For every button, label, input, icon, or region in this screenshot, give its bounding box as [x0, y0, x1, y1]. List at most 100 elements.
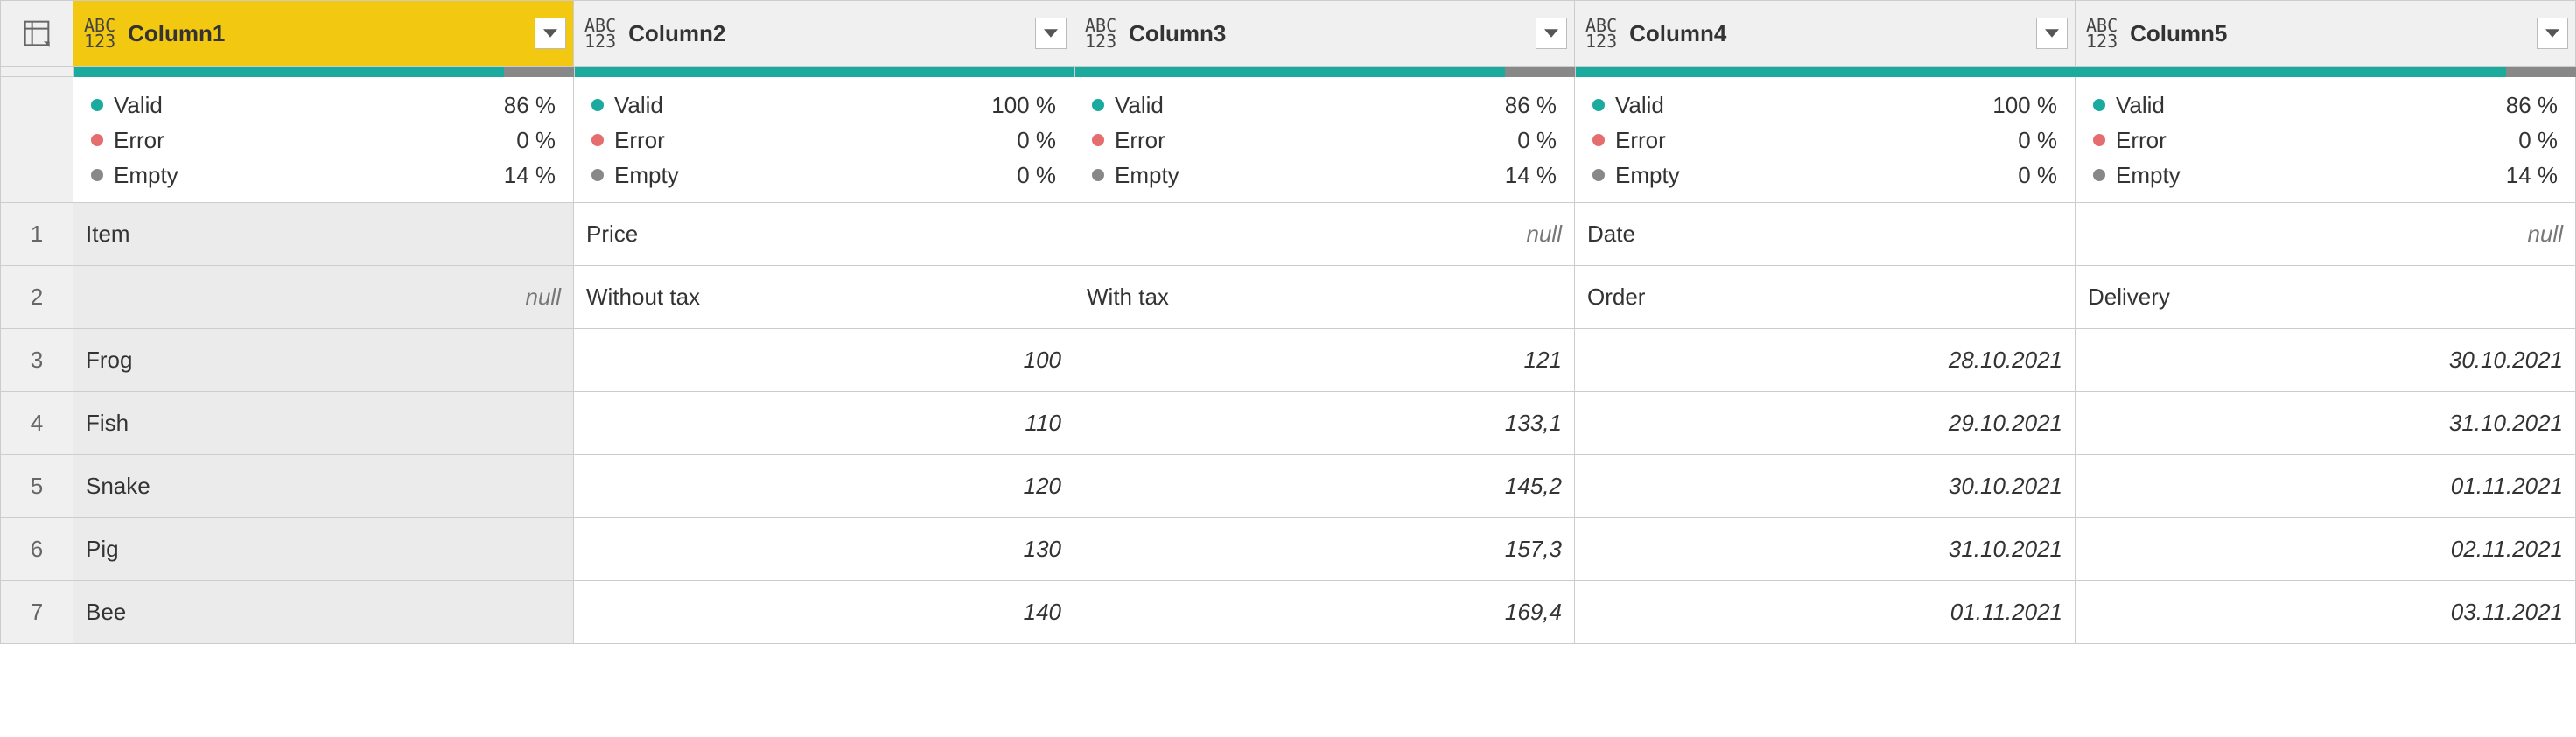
datatype-any-icon[interactable]: ABC 123	[1586, 18, 1617, 49]
cell-r6-c1[interactable]: Pig	[74, 518, 574, 581]
column-name[interactable]: Column3	[1129, 20, 1536, 47]
datatype-any-icon[interactable]: ABC 123	[584, 18, 616, 49]
cell-r3-c4[interactable]: 28.10.2021	[1575, 329, 2076, 392]
table-select-corner[interactable]	[0, 0, 74, 67]
numeric-value: 145,2	[1505, 473, 1562, 500]
valid-label: Valid	[2116, 92, 2506, 119]
cell-r1-c5[interactable]: null	[2076, 203, 2576, 266]
valid-label: Valid	[614, 92, 991, 119]
cell-r2-c4[interactable]: Order	[1575, 266, 2076, 329]
cell-r5-c4[interactable]: 30.10.2021	[1575, 455, 2076, 518]
column-name[interactable]: Column2	[628, 20, 1035, 47]
valid-percent: 86 %	[2506, 92, 2558, 119]
error-dot-icon	[592, 134, 604, 146]
valid-dot-icon	[592, 99, 604, 111]
row-number[interactable]: 6	[0, 518, 74, 581]
cell-r5-c3[interactable]: 145,2	[1074, 455, 1575, 518]
valid-percent: 86 %	[504, 92, 556, 119]
column-name[interactable]: Column4	[1629, 20, 2036, 47]
cell-r7-c4[interactable]: 01.11.2021	[1575, 581, 2076, 644]
cell-r7-c3[interactable]: 169,4	[1074, 581, 1575, 644]
cell-r4-c1[interactable]: Fish	[74, 392, 574, 455]
row-number[interactable]: 2	[0, 266, 74, 329]
datatype-any-icon[interactable]: ABC 123	[84, 18, 116, 49]
column-header-4[interactable]: ABC 123 Column4	[1575, 0, 2076, 67]
valid-dot-icon	[91, 99, 103, 111]
cell-r4-c4[interactable]: 29.10.2021	[1575, 392, 2076, 455]
numeric-value: 100	[1024, 347, 1061, 374]
numeric-value: 110	[1026, 410, 1061, 437]
cell-r3-c3[interactable]: 121	[1074, 329, 1575, 392]
empty-label: Empty	[114, 162, 504, 189]
column-header-1[interactable]: ABC 123 Column1	[74, 0, 574, 67]
row-number[interactable]: 4	[0, 392, 74, 455]
numeric-value: 01.11.2021	[1950, 599, 2062, 626]
numeric-value: 29.10.2021	[1949, 410, 2062, 437]
cell-r3-c1[interactable]: Frog	[74, 329, 574, 392]
cell-r6-c4[interactable]: 31.10.2021	[1575, 518, 2076, 581]
quality-bar-col5	[2076, 67, 2576, 77]
quality-stats-col3: Valid86 %Error0 %Empty14 %	[1074, 77, 1575, 203]
cell-r6-c2[interactable]: 130	[574, 518, 1074, 581]
valid-dot-icon	[1092, 99, 1104, 111]
cell-r7-c1[interactable]: Bee	[74, 581, 574, 644]
cell-r4-c3[interactable]: 133,1	[1074, 392, 1575, 455]
column-header-2[interactable]: ABC 123 Column2	[574, 0, 1074, 67]
column-header-5[interactable]: ABC 123 Column5	[2076, 0, 2576, 67]
cell-r7-c2[interactable]: 140	[574, 581, 1074, 644]
empty-dot-icon	[91, 169, 103, 181]
numeric-value: 157,3	[1505, 536, 1562, 563]
cell-r7-c5[interactable]: 03.11.2021	[2076, 581, 2576, 644]
quality-stats-gutter	[0, 77, 74, 203]
error-percent: 0 %	[1517, 127, 1557, 154]
column-filter-dropdown[interactable]	[535, 18, 566, 49]
cell-r2-c1[interactable]: null	[74, 266, 574, 329]
error-dot-icon	[91, 134, 103, 146]
cell-r3-c2[interactable]: 100	[574, 329, 1074, 392]
datatype-any-icon[interactable]: ABC 123	[2086, 18, 2118, 49]
cell-r2-c5[interactable]: Delivery	[2076, 266, 2576, 329]
null-value: null	[1527, 221, 1562, 248]
cell-r6-c5[interactable]: 02.11.2021	[2076, 518, 2576, 581]
cell-r2-c3[interactable]: With tax	[1074, 266, 1575, 329]
quality-stats-col5: Valid86 %Error0 %Empty14 %	[2076, 77, 2576, 203]
row-number[interactable]: 7	[0, 581, 74, 644]
column-filter-dropdown[interactable]	[1536, 18, 1567, 49]
cell-r1-c2[interactable]: Price	[574, 203, 1074, 266]
error-label: Error	[614, 127, 1017, 154]
cell-r4-c5[interactable]: 31.10.2021	[2076, 392, 2576, 455]
cell-r1-c1[interactable]: Item	[74, 203, 574, 266]
valid-label: Valid	[114, 92, 504, 119]
cell-r5-c1[interactable]: Snake	[74, 455, 574, 518]
column-filter-dropdown[interactable]	[2036, 18, 2068, 49]
empty-percent: 0 %	[2018, 162, 2057, 189]
column-header-3[interactable]: ABC 123 Column3	[1074, 0, 1575, 67]
error-percent: 0 %	[2518, 127, 2558, 154]
cell-r2-c2[interactable]: Without tax	[574, 266, 1074, 329]
cell-r6-c3[interactable]: 157,3	[1074, 518, 1575, 581]
cell-r3-c5[interactable]: 30.10.2021	[2076, 329, 2576, 392]
row-number[interactable]: 5	[0, 455, 74, 518]
cell-r1-c4[interactable]: Date	[1575, 203, 2076, 266]
numeric-value: 01.11.2021	[2451, 473, 2563, 500]
cell-r5-c2[interactable]: 120	[574, 455, 1074, 518]
column-filter-dropdown[interactable]	[2537, 18, 2568, 49]
cell-r4-c2[interactable]: 110	[574, 392, 1074, 455]
numeric-value: 130	[1024, 536, 1061, 563]
empty-dot-icon	[592, 169, 604, 181]
quality-bar-col3	[1074, 67, 1575, 77]
datatype-any-icon[interactable]: ABC 123	[1085, 18, 1116, 49]
error-percent: 0 %	[2018, 127, 2057, 154]
column-name[interactable]: Column1	[128, 20, 535, 47]
cell-r1-c3[interactable]: null	[1074, 203, 1575, 266]
row-number[interactable]: 1	[0, 203, 74, 266]
row-number[interactable]: 3	[0, 329, 74, 392]
cell-r5-c5[interactable]: 01.11.2021	[2076, 455, 2576, 518]
column-filter-dropdown[interactable]	[1035, 18, 1067, 49]
column-name[interactable]: Column5	[2130, 20, 2537, 47]
empty-percent: 14 %	[2506, 162, 2558, 189]
empty-label: Empty	[1615, 162, 2018, 189]
error-percent: 0 %	[516, 127, 556, 154]
valid-percent: 86 %	[1505, 92, 1557, 119]
error-label: Error	[114, 127, 516, 154]
